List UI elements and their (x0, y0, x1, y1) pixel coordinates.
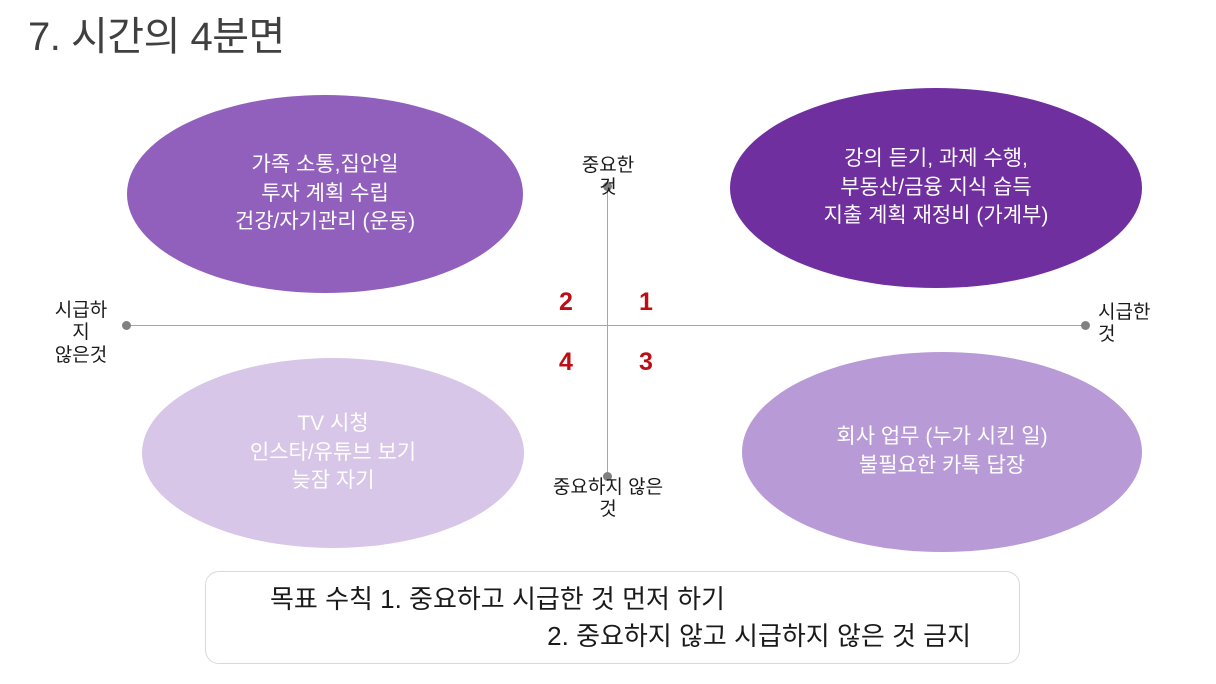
quadrant-ellipse-2: 가족 소통,집안일 투자 계획 수립 건강/자기관리 (운동) (127, 95, 523, 293)
urgency-axis-line (126, 325, 1086, 326)
goal-rules-box: 목표 수칙 1. 중요하고 시급한 것 먼저 하기 2. 중요하지 않고 시급하… (205, 571, 1020, 664)
page-title: 7. 시간의 4분면 (28, 15, 285, 59)
quadrant-ellipse-1: 강의 듣기, 과제 수행, 부동산/금융 지식 습득 지출 계획 재정비 (가계… (730, 88, 1142, 288)
axis-label-not-urgent: 시급하 지 않은것 (54, 300, 108, 366)
goal-rule-line-2: 2. 중요하지 않고 시급하지 않은 것 금지 (547, 620, 971, 651)
quadrant-number-1: 1 (639, 288, 653, 316)
axis-endpoint-dot-bottom (603, 472, 612, 481)
goal-rule-line-1: 목표 수칙 1. 중요하고 시급한 것 먼저 하기 (270, 583, 725, 614)
quadrant-ellipse-3: 회사 업무 (누가 시킨 일) 불필요한 카톡 답장 (742, 352, 1142, 552)
quadrant-number-2: 2 (559, 288, 573, 316)
axis-label-not-important: 중요하지 않은 것 (552, 477, 664, 521)
quadrant-number-4: 4 (559, 348, 573, 376)
axis-endpoint-dot-left (122, 321, 131, 330)
quadrant-ellipse-4: TV 시청 인스타/유튜브 보기 늦잠 자기 (142, 358, 524, 548)
axis-label-important: 중요한 것 (581, 155, 635, 199)
importance-axis-line (607, 186, 608, 476)
axis-label-urgent: 시급한 것 (1098, 302, 1151, 346)
axis-endpoint-dot-top (603, 182, 612, 191)
axis-endpoint-dot-right (1081, 321, 1090, 330)
quadrant-number-3: 3 (639, 348, 653, 376)
